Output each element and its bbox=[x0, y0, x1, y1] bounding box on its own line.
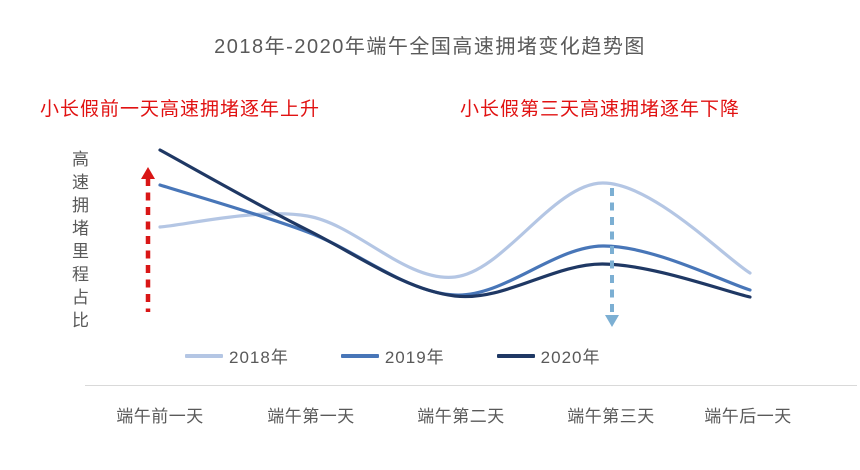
legend-label: 2018年 bbox=[229, 348, 289, 367]
x-label-day-3: 端午第三天 bbox=[567, 407, 655, 426]
y-axis-label: 高速拥堵里程占比 bbox=[69, 150, 88, 334]
legend: 2018年 2019年 2020年 bbox=[185, 343, 600, 368]
x-label-day-1: 端午第一天 bbox=[267, 407, 355, 426]
x-label-day-2: 端午第二天 bbox=[417, 407, 505, 426]
x-label-day-after: 端午后一天 bbox=[704, 407, 792, 426]
legend-swatch-2020 bbox=[496, 353, 535, 358]
legend-swatch-2019 bbox=[340, 353, 379, 358]
series-line-2020年 bbox=[158, 148, 752, 299]
legend-swatch-2018 bbox=[185, 353, 223, 358]
annotation-falling-congestion: 小长假第三天高速拥堵逐年下降 bbox=[460, 99, 741, 120]
series-line-2018年 bbox=[158, 181, 752, 279]
legend-item-2019: 2019年 bbox=[340, 343, 445, 368]
up-trend-arrow bbox=[141, 167, 155, 312]
x-axis: 端午前一天 端午第一天 端午第二天 端午第三天 端午后一天 bbox=[0, 402, 860, 426]
legend-label: 2019年 bbox=[384, 348, 445, 367]
x-axis-line bbox=[85, 385, 857, 386]
legend-item-2018: 2018年 bbox=[185, 343, 289, 368]
chart-title: 2018年-2020年端午全国高速拥堵变化趋势图 bbox=[214, 36, 646, 58]
down-trend-arrow bbox=[605, 188, 619, 327]
x-label-day-before: 端午前一天 bbox=[116, 407, 204, 426]
annotation-rising-congestion: 小长假前一天高速拥堵逐年上升 bbox=[40, 99, 321, 120]
legend-label: 2020年 bbox=[540, 348, 601, 367]
legend-item-2020: 2020年 bbox=[496, 343, 601, 368]
